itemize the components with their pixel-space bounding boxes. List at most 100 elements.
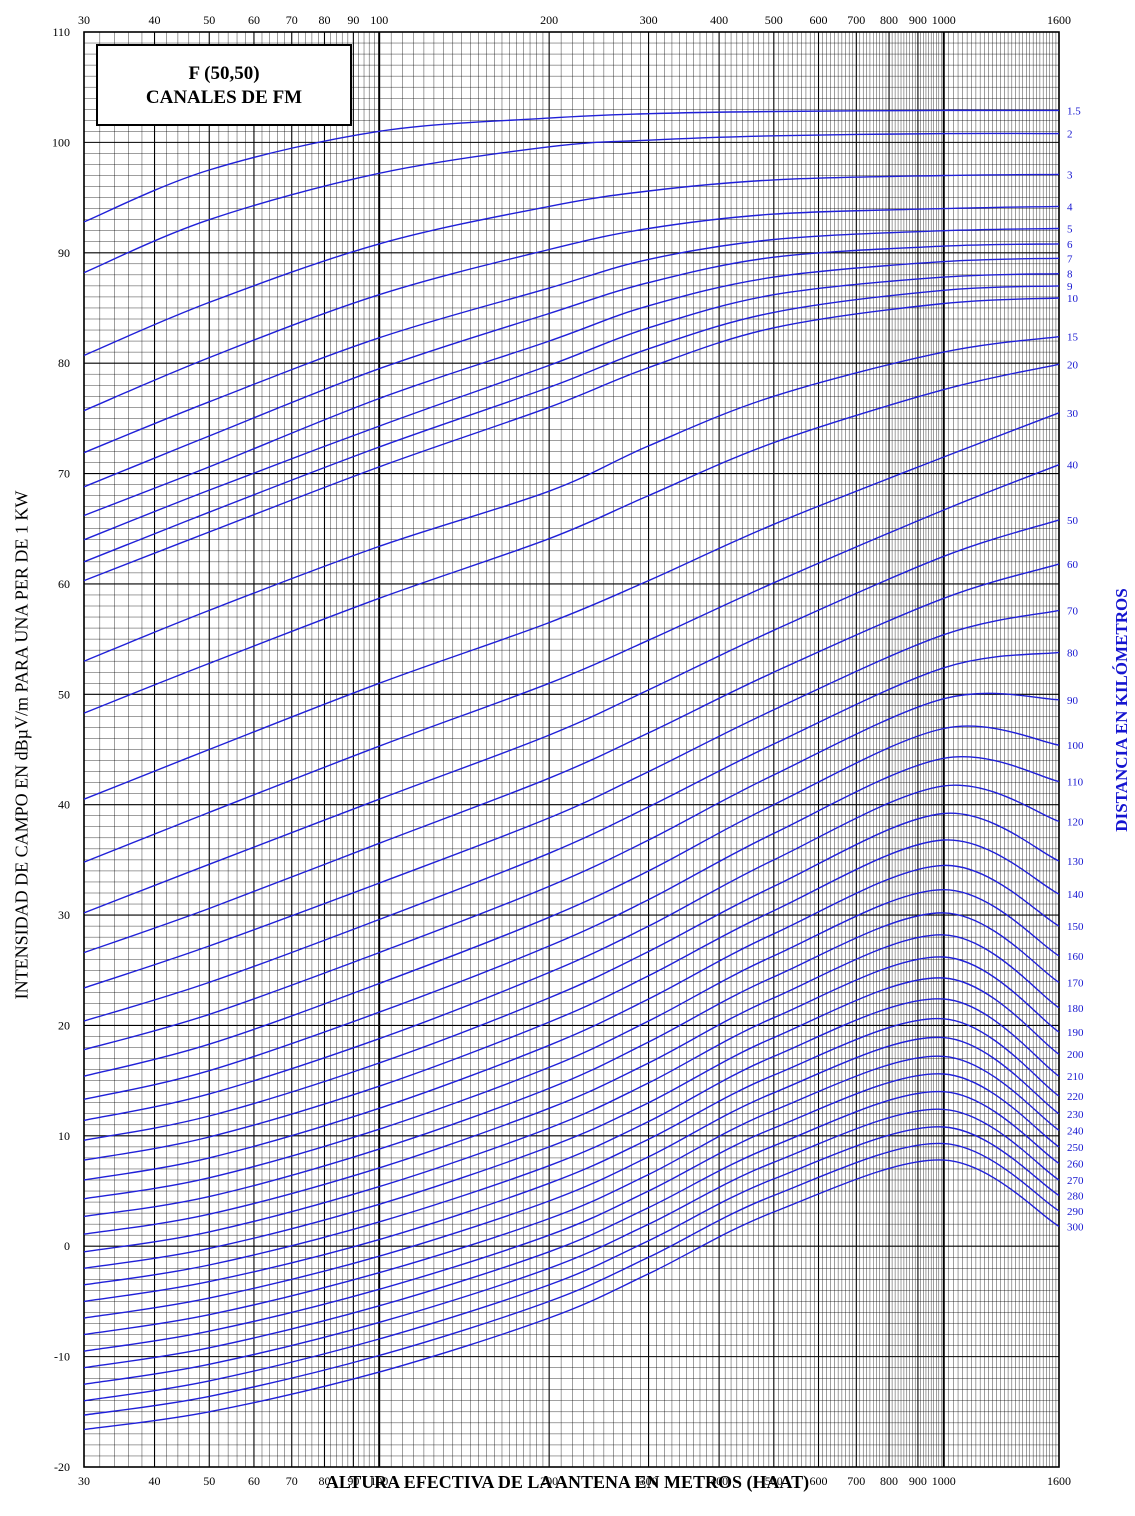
distance-curve-1.5 — [83, 109, 1060, 223]
curve-distance-label: 150 — [1067, 921, 1084, 933]
distance-curve-7 — [83, 257, 1060, 517]
y-tick-label: 10 — [58, 1129, 70, 1143]
x-tick-label-bottom: 900 — [909, 1474, 927, 1488]
distance-curve-170 — [83, 912, 1060, 1218]
y-tick-label: 50 — [58, 687, 70, 701]
x-axis-label: ALTURA EFECTIVA DE LA ANTENA EN METROS (… — [325, 1472, 810, 1492]
curve-distance-label: 260 — [1067, 1158, 1084, 1170]
distance-curve-260 — [83, 1090, 1060, 1369]
y-tick-label: -10 — [54, 1350, 70, 1364]
distance-curve-160 — [83, 888, 1060, 1200]
x-tick-label-top: 1000 — [932, 13, 956, 27]
curve-distance-label: 50 — [1067, 515, 1079, 527]
distance-curve-100 — [83, 725, 1060, 1077]
distance-curve-300 — [83, 1159, 1060, 1431]
y-tick-label: 100 — [52, 135, 70, 149]
x-tick-label-top: 600 — [810, 13, 828, 27]
x-tick-label-top: 800 — [880, 13, 898, 27]
curve-distance-label: 200 — [1067, 1049, 1084, 1061]
curve-distance-label: 230 — [1067, 1109, 1084, 1121]
x-tick-label-bottom: 40 — [149, 1474, 161, 1488]
distance-curve-4 — [83, 205, 1060, 412]
distance-curve-90 — [83, 692, 1060, 1051]
distance-curve-110 — [83, 756, 1060, 1101]
curve-distance-label: 210 — [1067, 1071, 1084, 1083]
distance-curve-20 — [83, 363, 1060, 714]
curve-distance-label: 250 — [1067, 1142, 1084, 1154]
distance-curve-140 — [83, 839, 1060, 1161]
curve-distance-label: 15 — [1067, 332, 1079, 344]
distance-curve-15 — [83, 336, 1060, 662]
distance-curve-280 — [83, 1126, 1060, 1402]
distance-curve-150 — [83, 864, 1060, 1181]
curve-distance-label: 40 — [1067, 460, 1079, 472]
x-tick-label-top: 500 — [765, 13, 783, 27]
y-tick-label: 60 — [58, 577, 70, 591]
x-tick-label-top: 90 — [347, 13, 359, 27]
curve-distance-label: 5 — [1067, 223, 1073, 235]
distance-curve-6 — [83, 243, 1060, 488]
axis-tick-labels: 1101009080706050403020100-10-20303040405… — [52, 13, 1071, 1488]
x-tick-label-top: 100 — [370, 13, 388, 27]
chart-grid — [83, 31, 1060, 1468]
curve-distance-label: 170 — [1067, 977, 1084, 989]
curve-distance-label: 90 — [1067, 695, 1079, 707]
curve-distance-label: 80 — [1067, 647, 1079, 659]
distance-curve-50 — [83, 519, 1060, 914]
distance-curve-8 — [83, 273, 1060, 541]
x-tick-label-bottom: 30 — [78, 1474, 90, 1488]
distance-curve-190 — [83, 956, 1060, 1253]
x-tick-label-bottom: 1600 — [1047, 1474, 1071, 1488]
curve-distance-label: 120 — [1067, 816, 1084, 828]
y-axis-label: INTENSIDAD DE CAMPO EN dBµV/m PARA UNA P… — [11, 490, 32, 1000]
x-tick-label-bottom: 60 — [248, 1474, 260, 1488]
curve-distance-label: 280 — [1067, 1190, 1084, 1202]
x-tick-label-bottom: 300 — [640, 1474, 658, 1488]
distance-curves — [83, 109, 1060, 1431]
distance-curve-200 — [83, 977, 1060, 1269]
curve-distance-label: 30 — [1067, 408, 1079, 420]
curve-distance-label: 10 — [1067, 293, 1079, 305]
x-tick-label-bottom: 1000 — [932, 1474, 956, 1488]
distance-curve-80 — [83, 651, 1060, 1022]
curve-distance-label: 220 — [1067, 1091, 1084, 1103]
x-tick-label-bottom: 200 — [540, 1474, 558, 1488]
x-tick-label-top: 60 — [248, 13, 260, 27]
curve-distance-label: 270 — [1067, 1175, 1084, 1187]
curve-distance-label: 70 — [1067, 605, 1079, 617]
distance-curve-5 — [83, 227, 1060, 454]
y-tick-label: 40 — [58, 798, 70, 812]
curve-distance-label: 180 — [1067, 1003, 1084, 1015]
curve-distance-label: 60 — [1067, 559, 1079, 571]
distance-curve-180 — [83, 934, 1060, 1235]
x-tick-label-top: 300 — [640, 13, 658, 27]
x-tick-label-bottom: 700 — [847, 1474, 865, 1488]
curve-distance-label: 20 — [1067, 359, 1079, 371]
curve-distance-label: 9 — [1067, 281, 1073, 293]
x-tick-label-bottom: 400 — [710, 1474, 728, 1488]
distance-curve-250 — [83, 1073, 1060, 1352]
curve-distance-label: 190 — [1067, 1027, 1084, 1039]
y-tick-label: 110 — [52, 25, 70, 39]
curve-distance-label: 110 — [1067, 777, 1084, 789]
curve-distance-label: 7 — [1067, 253, 1073, 265]
curve-distance-label: 300 — [1067, 1221, 1084, 1233]
x-tick-label-top: 200 — [540, 13, 558, 27]
x-tick-label-bottom: 90 — [347, 1474, 359, 1488]
y-tick-label: 70 — [58, 467, 70, 481]
curve-distance-label: 100 — [1067, 740, 1084, 752]
distance-curve-60 — [83, 563, 1060, 954]
x-tick-label-top: 40 — [149, 13, 161, 27]
plot-frame — [83, 31, 1060, 1468]
right-axis-label: DISTANCIA EN KILÓMETROS — [1112, 588, 1131, 832]
y-tick-label: -20 — [54, 1460, 70, 1474]
x-tick-label-bottom: 100 — [370, 1474, 388, 1488]
x-tick-label-bottom: 600 — [810, 1474, 828, 1488]
distance-curve-2 — [83, 132, 1060, 274]
distance-curve-120 — [83, 784, 1060, 1122]
curve-distance-label: 6 — [1067, 239, 1073, 251]
distance-curve-70 — [83, 609, 1060, 989]
curve-distance-label: 240 — [1067, 1125, 1084, 1137]
distance-curve-240 — [83, 1055, 1060, 1336]
